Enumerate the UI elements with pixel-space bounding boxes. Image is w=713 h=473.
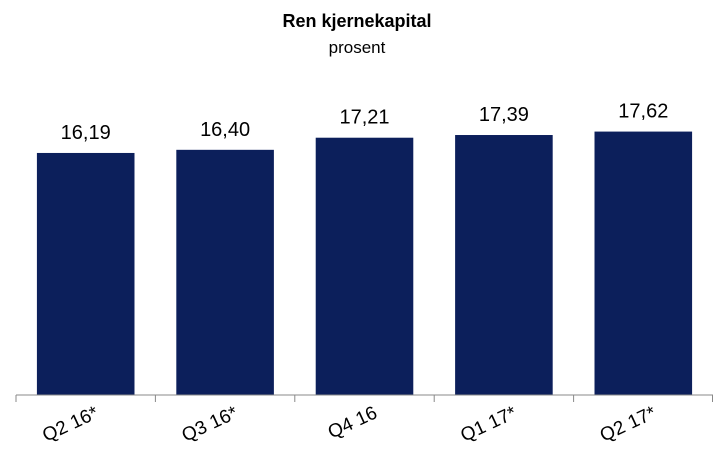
chart-subtitle: prosent [329, 38, 386, 57]
value-label: 16,19 [61, 122, 111, 144]
x-tick-label: Q2 17* [597, 402, 660, 446]
bar [594, 131, 693, 395]
x-tick-label: Q3 16* [179, 402, 242, 446]
bar [36, 152, 135, 395]
value-label: 17,39 [479, 104, 529, 126]
bar [315, 137, 414, 395]
bar [176, 149, 274, 395]
value-label: 17,62 [618, 101, 668, 123]
value-label: 17,21 [339, 107, 389, 129]
value-label: 16,40 [200, 119, 250, 141]
x-tick-label: Q4 16 [325, 402, 381, 443]
x-tick-label: Q2 16* [39, 402, 102, 446]
x-tick-label: Q1 17* [458, 402, 521, 446]
bar [455, 135, 553, 395]
chart-title: Ren kjernekapital [282, 11, 431, 31]
